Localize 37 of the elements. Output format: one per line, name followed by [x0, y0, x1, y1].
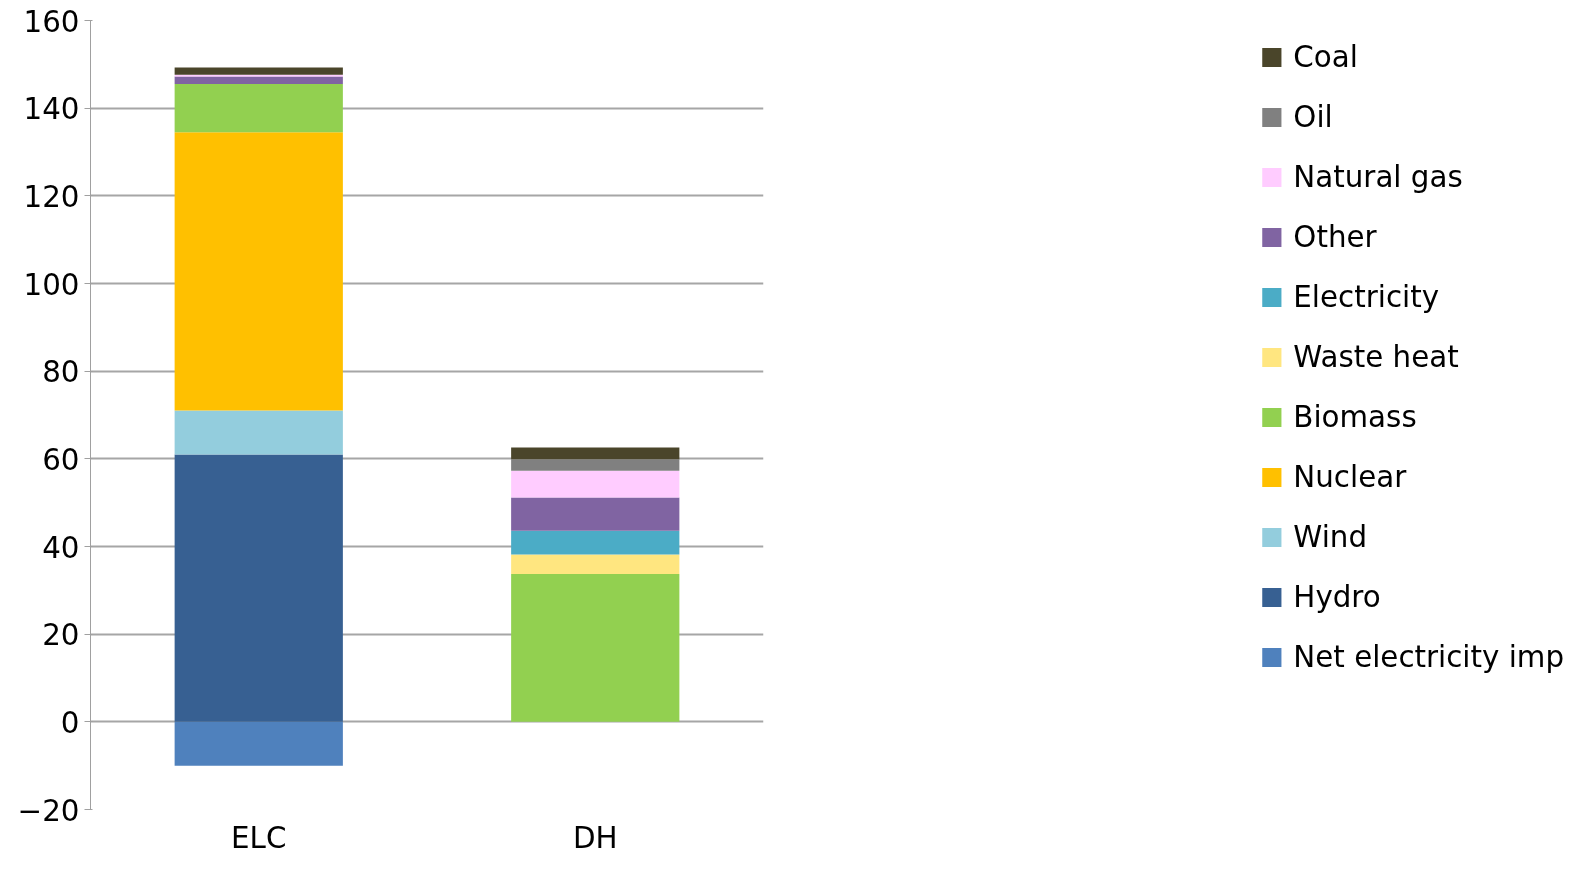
y-tick-label: 80 [42, 355, 80, 390]
bar [174, 132, 343, 411]
x-tick-label: ELC [231, 820, 287, 855]
legend-label: Biomass [1293, 400, 1417, 434]
bar [174, 76, 343, 85]
bar [511, 470, 680, 498]
bar [511, 554, 680, 575]
bar [174, 410, 343, 455]
y-tick-label: 40 [42, 530, 80, 565]
legend-label: Hydro [1293, 580, 1381, 614]
bar [511, 497, 680, 531]
legend-label: Coal [1293, 40, 1358, 74]
bar [511, 459, 680, 471]
legend-label: Oil [1293, 100, 1333, 134]
y-tick-label: −20 [17, 793, 80, 828]
bar [174, 67, 343, 75]
legend-label: Electricity [1293, 280, 1440, 314]
bar [174, 721, 343, 766]
legend-label: Waste heat [1293, 340, 1459, 374]
legend-label: Nuclear [1293, 460, 1407, 494]
x-tick-label: DH [572, 820, 618, 855]
bar [511, 530, 680, 555]
legend-label: Net electricity imp [1293, 640, 1564, 674]
bar [174, 84, 343, 133]
y-tick-label: 20 [42, 618, 80, 653]
bar [511, 574, 680, 722]
bar [174, 454, 343, 722]
y-tick-label: 60 [42, 442, 80, 477]
legend-label: Natural gas [1293, 160, 1463, 194]
y-tick-label: 120 [23, 179, 80, 214]
y-tick-label: 140 [23, 92, 80, 127]
legend-label: Other [1293, 220, 1377, 254]
legend-label: Wind [1293, 520, 1368, 554]
bar [511, 447, 680, 460]
y-tick-label: 100 [23, 267, 80, 302]
y-tick-label: 0 [60, 705, 80, 740]
y-tick-label: 160 [23, 4, 80, 39]
